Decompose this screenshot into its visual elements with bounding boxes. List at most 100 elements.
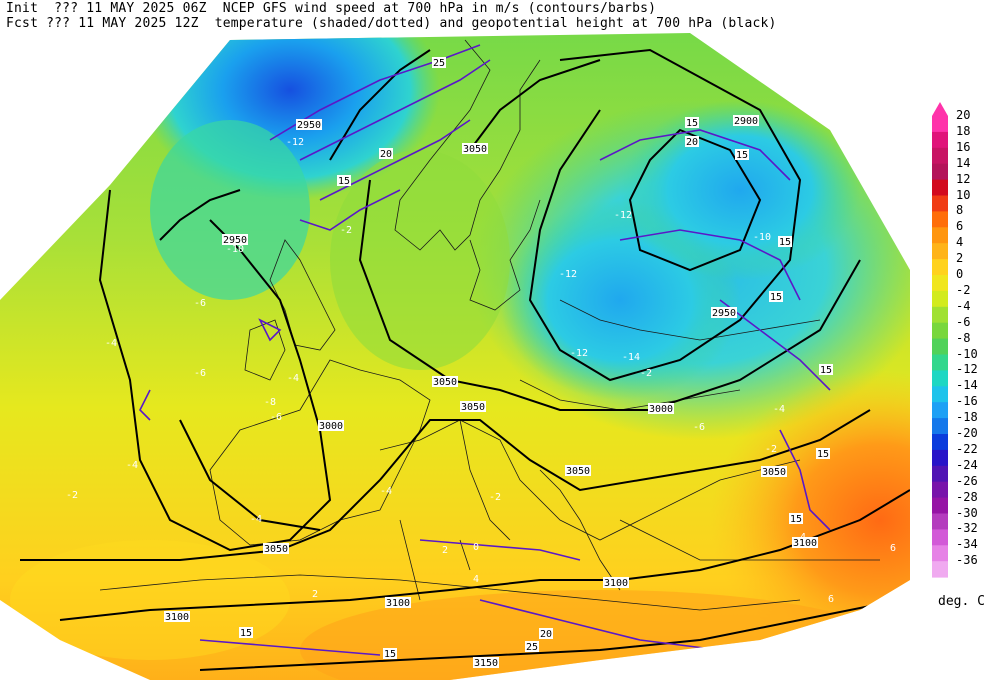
- colorbar-tick-label: 20: [956, 108, 971, 122]
- colorbar-swatch: [932, 354, 948, 371]
- colorbar-tick-label: -34: [956, 537, 978, 552]
- temperature-contour-label: -12: [614, 210, 632, 221]
- wind-contour-label: 20: [686, 137, 698, 148]
- colorbar-tick-label: -6: [956, 314, 971, 329]
- colorbar-swatch: [932, 131, 948, 149]
- colorbar-tick-label: 18: [956, 123, 971, 138]
- wind-label-bg: [735, 149, 749, 160]
- temperature-contour-label: -4: [287, 373, 299, 384]
- temperature-contour-label: 2: [312, 589, 318, 600]
- colorbar-tick-label: 10: [956, 187, 971, 202]
- colorbar-swatch: [932, 465, 948, 483]
- colorbar-swatch: [932, 163, 948, 181]
- height-contour-label: 3100: [793, 538, 817, 549]
- temperature-contour-label: -4: [250, 514, 262, 525]
- height-label-bg: [318, 420, 344, 431]
- wind-contour-label: 20: [540, 629, 552, 640]
- temperature-contour-label: 2: [442, 545, 448, 556]
- temperature-contour-label: -2: [489, 492, 501, 503]
- colorbar-swatch: [932, 402, 948, 419]
- wind-label-bg: [778, 236, 792, 247]
- height-contour-label: 3100: [165, 612, 189, 623]
- header-forecast-line: Fcst ??? 11 MAY 2025 12Z temperature (sh…: [6, 16, 777, 31]
- colorbar-swatch: [932, 497, 948, 514]
- wind-label-bg: [432, 57, 446, 68]
- colorbar-tick-label: -24: [956, 457, 978, 472]
- temperature-contour-label: -2: [340, 225, 352, 236]
- wind-label-bg: [539, 628, 553, 639]
- wind-contour-label: 15: [790, 514, 802, 525]
- colorbar-swatch: [932, 195, 948, 212]
- colorbar-swatch: [932, 386, 948, 403]
- colorbar-tick-label: 8: [956, 203, 964, 218]
- colorbar-swatch: [932, 116, 948, 133]
- wind-contour-label: 15: [338, 176, 350, 187]
- colorbar-swatch: [932, 449, 948, 467]
- temperature-contour-label: -12: [570, 348, 588, 359]
- colorbar-top-arrow: [932, 102, 948, 116]
- colorbar-tick-label: -2: [956, 282, 971, 297]
- colorbar-swatch: [932, 147, 948, 165]
- temperature-contour-label: -10: [753, 232, 771, 243]
- temperature-contour-label: -2: [640, 368, 652, 379]
- colorbar-tick-label: 6: [956, 219, 964, 234]
- colorbar-tick-label: -32: [956, 521, 978, 536]
- wind-contour-label: 15: [820, 365, 832, 376]
- height-contour-label: 2950: [223, 235, 247, 246]
- wind-contour-label: 20: [380, 149, 392, 160]
- colorbar-tick-label: 4: [956, 235, 964, 250]
- height-contour-label: 2900: [734, 116, 758, 127]
- colorbar-swatch: [932, 529, 948, 546]
- wind-label-bg: [239, 627, 253, 638]
- colorbar-swatch: [932, 179, 948, 196]
- colorbar-swatch: [932, 545, 948, 562]
- colorbar-tick-label: -36: [956, 553, 978, 568]
- height-label-bg: [648, 403, 674, 414]
- temperature-contour-label: -14: [622, 352, 640, 363]
- height-label-bg: [473, 657, 499, 668]
- colorbar-swatch: [932, 259, 948, 276]
- wind-contour-label: 15: [736, 150, 748, 161]
- colorbar-tick-label: -4: [956, 298, 971, 313]
- colorbar-swatch: [932, 211, 948, 228]
- colorbar-swatch: [932, 322, 948, 340]
- temperature-contour-label: -6: [693, 422, 705, 433]
- wind-label-bg: [337, 175, 351, 186]
- temperature-contour-label: -12: [286, 137, 304, 148]
- height-contour-label: 3150: [474, 658, 498, 669]
- height-label-bg: [385, 597, 411, 608]
- colorbar-swatch: [932, 513, 948, 530]
- height-contour-label: 3100: [386, 598, 410, 609]
- wind-contour-label: 25: [526, 642, 538, 653]
- height-label-bg: [263, 543, 289, 554]
- colorbar-swatch: [932, 243, 948, 260]
- temperature-contour-label: -4: [380, 486, 392, 497]
- colorbar-tick-label: -10: [956, 346, 978, 361]
- height-contours: [20, 48, 910, 671]
- colorbar-swatch: [932, 306, 948, 324]
- colorbar-tick-label: -26: [956, 473, 978, 488]
- colorbar-swatch: [932, 227, 948, 244]
- colorbar-tick-label: -14: [956, 378, 978, 393]
- wind-contour-label: 15: [779, 237, 791, 248]
- wind-label-bg: [816, 448, 830, 459]
- height-contour-label: 3050: [762, 467, 786, 478]
- height-label-bg: [164, 611, 190, 622]
- colorbar-tick-label: -8: [956, 330, 971, 345]
- colorbar-swatch: [932, 275, 948, 292]
- wind-label-bg: [789, 513, 803, 524]
- coastlines: [99, 39, 880, 611]
- height-label-bg: [432, 376, 458, 387]
- wind-contour-label: 25: [433, 58, 445, 69]
- temperature-contour-label: 4: [800, 532, 806, 543]
- height-label-bg: [296, 119, 322, 130]
- height-contour-label: 3050: [264, 544, 288, 555]
- colorbar: [932, 102, 948, 578]
- colorbar-tick-label: 12: [956, 171, 971, 186]
- temperature-contour-label: -4: [773, 404, 785, 415]
- wind-label-bg: [769, 291, 783, 302]
- height-contour-label: 3050: [463, 144, 487, 155]
- contour-labels: 2950 2900 3050 2950 3050 3050 3000 3000 3050 3050…: [66, 57, 896, 669]
- wind-label-bg: [383, 648, 397, 659]
